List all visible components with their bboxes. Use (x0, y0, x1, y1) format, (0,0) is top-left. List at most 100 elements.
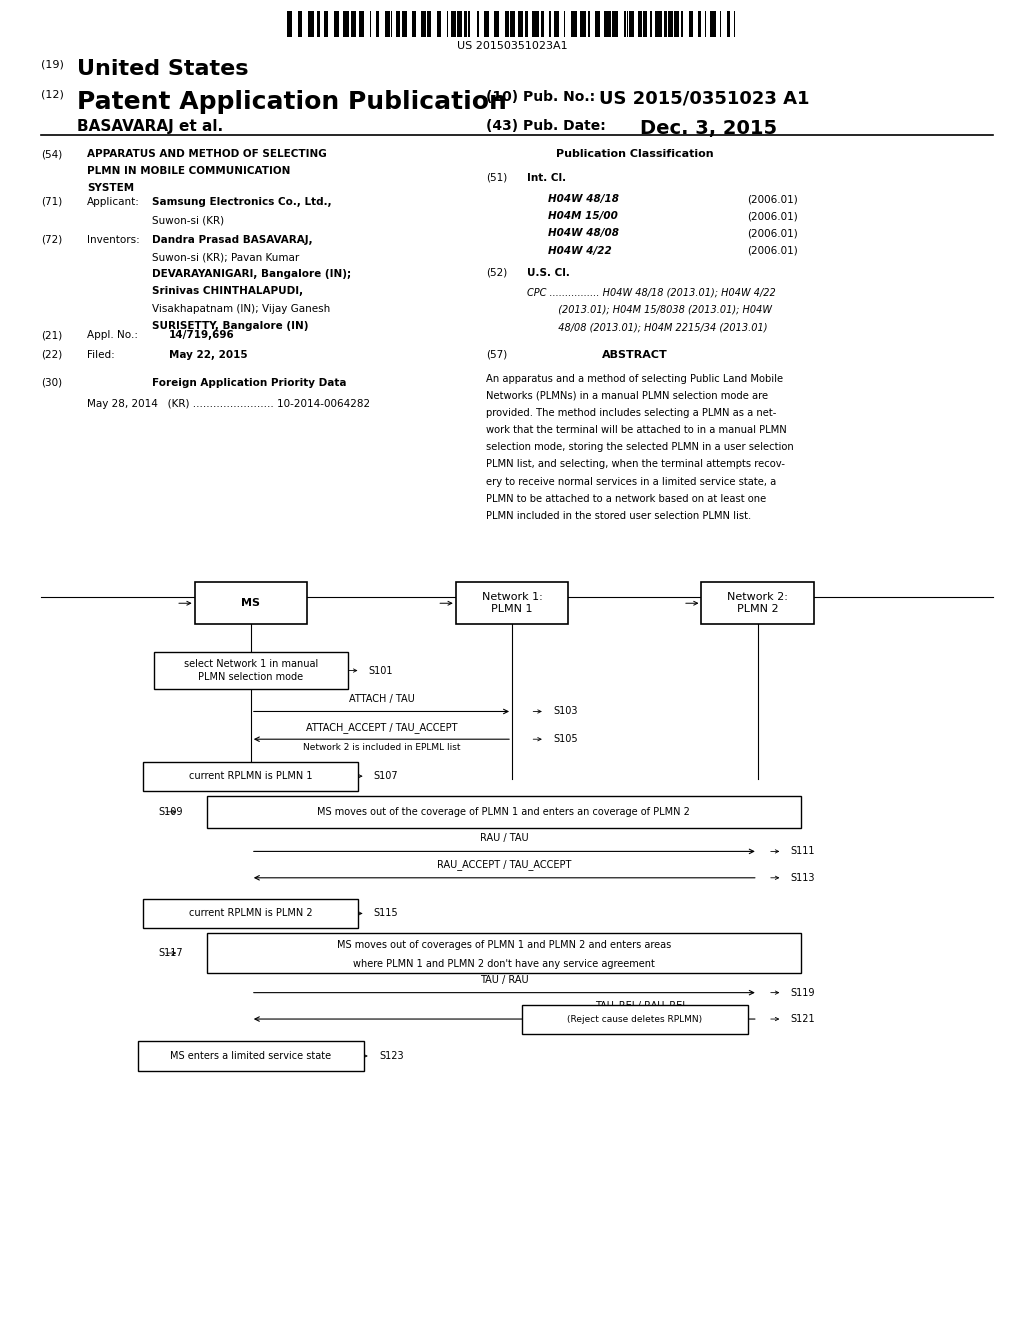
Bar (143, 762, 358, 791)
Bar (720, 11, 721, 37)
Text: select Network 1 in manual
PLMN selection mode: select Network 1 in manual PLMN selectio… (183, 660, 318, 681)
Text: (72): (72) (41, 235, 62, 246)
Bar (541, 11, 544, 37)
Text: PLMN IN MOBILE COMMUNICATION: PLMN IN MOBILE COMMUNICATION (87, 166, 291, 177)
Text: Suwon-si (KR): Suwon-si (KR) (152, 215, 223, 226)
Bar (457, 11, 462, 37)
Bar (664, 11, 667, 37)
Bar (484, 11, 489, 37)
Text: current RPLMN is PLMN 1: current RPLMN is PLMN 1 (189, 771, 312, 781)
Text: (2013.01); H04M 15/8038 (2013.01); H04W: (2013.01); H04M 15/8038 (2013.01); H04W (527, 305, 772, 315)
Text: S123: S123 (379, 1051, 403, 1061)
Text: Srinivas CHINTHALAPUDI,: Srinivas CHINTHALAPUDI, (152, 286, 303, 297)
Bar (334, 11, 339, 37)
Bar (604, 11, 610, 37)
Bar (655, 11, 662, 37)
Text: (2006.01): (2006.01) (748, 211, 799, 222)
Bar (517, 11, 522, 37)
Text: MS: MS (242, 598, 260, 609)
Bar (532, 11, 539, 37)
Text: (21): (21) (41, 330, 62, 341)
Bar (580, 11, 586, 37)
Text: ABSTRACT: ABSTRACT (602, 350, 668, 360)
Bar (589, 11, 590, 37)
Text: where PLMN 1 and PLMN 2 don't have any service agreement: where PLMN 1 and PLMN 2 don't have any s… (353, 958, 654, 969)
Text: Foreign Application Priority Data: Foreign Application Priority Data (152, 378, 346, 388)
Text: PLMN to be attached to a network based on at least one: PLMN to be attached to a network based o… (486, 494, 767, 504)
Text: BASAVARAJ et al.: BASAVARAJ et al. (77, 119, 223, 133)
Bar (351, 11, 356, 37)
Text: (Reject cause deletes RPLMN): (Reject cause deletes RPLMN) (567, 1015, 702, 1023)
Bar (437, 11, 440, 37)
Bar (505, 11, 509, 37)
Text: MS moves out of the coverage of PLMN 1 and enters an coverage of PLMN 2: MS moves out of the coverage of PLMN 1 a… (317, 807, 690, 817)
Text: Applicant:: Applicant: (87, 197, 140, 207)
Text: PLMN included in the stored user selection PLMN list.: PLMN included in the stored user selecti… (486, 511, 752, 521)
Text: (19): (19) (41, 59, 63, 70)
Text: Network 1:
PLMN 1: Network 1: PLMN 1 (481, 593, 543, 614)
Text: S105: S105 (553, 734, 578, 744)
Text: 130: 130 (457, 591, 476, 602)
Text: U.S. Cl.: U.S. Cl. (527, 268, 570, 279)
Text: S103: S103 (553, 706, 578, 717)
Bar (701, 582, 814, 624)
Text: H04W 4/22: H04W 4/22 (548, 246, 611, 256)
Bar (522, 1005, 748, 1034)
Text: S107: S107 (374, 771, 398, 781)
Text: May 28, 2014   (KR) ........................ 10-2014-0064282: May 28, 2014 (KR) ......................… (87, 399, 370, 409)
Bar (154, 652, 348, 689)
Text: Filed:: Filed: (87, 350, 115, 360)
Bar (402, 11, 408, 37)
Text: (52): (52) (486, 268, 508, 279)
Bar (710, 11, 716, 37)
Text: United States: United States (77, 59, 248, 79)
Text: DEVARAYANIGARI, Bangalore (IN);: DEVARAYANIGARI, Bangalore (IN); (152, 269, 350, 280)
Text: APPARATUS AND METHOD OF SELECTING: APPARATUS AND METHOD OF SELECTING (87, 149, 327, 160)
Bar (689, 11, 692, 37)
Text: Networks (PLMNs) in a manual PLMN selection mode are: Networks (PLMNs) in a manual PLMN select… (486, 391, 769, 401)
Text: (30): (30) (41, 378, 62, 388)
Text: MS moves out of coverages of PLMN 1 and PLMN 2 and enters areas: MS moves out of coverages of PLMN 1 and … (337, 940, 671, 950)
Text: RAU_ACCEPT / TAU_ACCEPT: RAU_ACCEPT / TAU_ACCEPT (437, 859, 571, 870)
Text: (2006.01): (2006.01) (748, 228, 799, 239)
Text: ery to receive normal services in a limited service state, a: ery to receive normal services in a limi… (486, 477, 776, 487)
Text: ATTACH / TAU: ATTACH / TAU (348, 693, 415, 704)
Text: TAU_REJ / RAU_REJ: TAU_REJ / RAU_REJ (595, 1001, 685, 1011)
Text: TAU / RAU: TAU / RAU (480, 974, 528, 985)
Bar (143, 899, 358, 928)
Bar (391, 11, 392, 37)
Bar (358, 11, 364, 37)
Text: S119: S119 (791, 987, 815, 998)
Text: An apparatus and a method of selecting Public Land Mobile: An apparatus and a method of selecting P… (486, 374, 783, 384)
Bar (427, 11, 431, 37)
Bar (733, 11, 735, 37)
Text: (51): (51) (486, 173, 508, 183)
Text: Dec. 3, 2015: Dec. 3, 2015 (640, 119, 777, 137)
Bar (308, 11, 314, 37)
Text: S115: S115 (374, 908, 398, 919)
Bar (571, 11, 578, 37)
Text: (12): (12) (41, 90, 63, 100)
Bar (650, 11, 651, 37)
Bar (376, 11, 379, 37)
Bar (494, 11, 499, 37)
Bar (668, 11, 673, 37)
Bar (510, 11, 515, 37)
Text: (57): (57) (486, 350, 508, 360)
Text: (10) Pub. No.:: (10) Pub. No.: (486, 90, 596, 104)
Text: selection mode, storing the selected PLMN in a user selection: selection mode, storing the selected PLM… (486, 442, 795, 453)
Text: PLMN list, and selecting, when the terminal attempts recov-: PLMN list, and selecting, when the termi… (486, 459, 785, 470)
Bar (681, 11, 683, 37)
Bar (287, 11, 292, 37)
Bar (705, 11, 707, 37)
Text: 110: 110 (196, 591, 215, 602)
Bar (421, 11, 426, 37)
Bar (396, 11, 399, 37)
Text: SURISETTY, Bangalore (IN): SURISETTY, Bangalore (IN) (152, 321, 308, 331)
Text: S101: S101 (369, 665, 393, 676)
Text: S117: S117 (159, 948, 183, 958)
Bar (207, 933, 801, 973)
Bar (612, 11, 618, 37)
Text: S121: S121 (791, 1014, 815, 1024)
Text: May 22, 2015: May 22, 2015 (169, 350, 248, 360)
